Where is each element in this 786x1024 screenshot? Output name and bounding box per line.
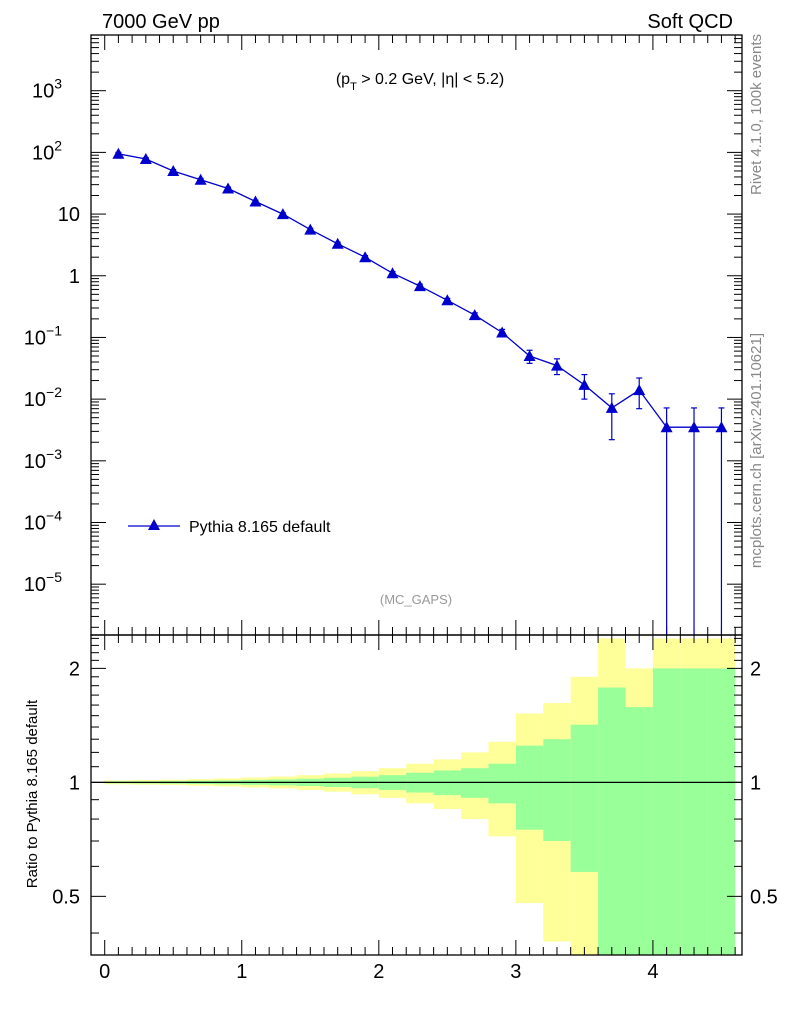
data-point xyxy=(578,378,591,390)
main-y-tick-label: 10−1 xyxy=(24,322,62,349)
ratio-frame xyxy=(90,634,743,956)
annotation-subscript: T xyxy=(350,81,357,93)
data-point xyxy=(222,182,235,194)
data-point xyxy=(688,421,701,433)
band-1-sigma-bin xyxy=(461,768,489,798)
data-point xyxy=(194,173,207,185)
main-y-tick-label-exponent: −4 xyxy=(46,507,62,523)
ratio-bands xyxy=(91,638,742,955)
main-y-tick-label-exponent: −1 xyxy=(46,322,62,338)
main-y-tick-label: 1 xyxy=(69,266,80,288)
header-left-title: 7000 GeV pp xyxy=(102,11,220,33)
main-y-tick-label: 10−5 xyxy=(24,569,62,596)
data-point xyxy=(605,401,618,413)
band-1-sigma-bin xyxy=(543,739,571,842)
data-point xyxy=(112,147,125,159)
ratio-x-tick-label: 4 xyxy=(647,961,658,983)
legend-label: Pythia 8.165 default xyxy=(189,519,331,536)
main-series xyxy=(112,147,728,635)
data-point xyxy=(249,195,262,207)
ratio-y-tick-label: 0.5 xyxy=(52,886,80,908)
main-y-tick-label-base: 10 xyxy=(24,512,46,534)
ratio-x-tick-label: 1 xyxy=(236,961,247,983)
data-point xyxy=(413,280,426,292)
main-y-tick-label: 10 xyxy=(58,204,80,226)
band-1-sigma-bin xyxy=(707,668,736,955)
ratio-panel: 0 1 2 3 4 0.5 0.5 1 1 2 2 Ratio to Pythia 8.165 de… xyxy=(24,634,778,983)
data-point xyxy=(715,421,728,433)
main-y-tick-label: 10−4 xyxy=(24,507,62,534)
data-point xyxy=(139,153,152,165)
data-point xyxy=(359,251,372,263)
band-1-sigma-bin xyxy=(680,668,708,955)
main-y-tick-label-base: 10 xyxy=(24,574,46,596)
main-y-tick-label: 102 xyxy=(32,137,62,164)
ratio-y-tick-label: 1 xyxy=(69,772,80,794)
ratio-x-tick-label: 3 xyxy=(510,961,521,983)
cut-annotation: (pT > 0.2 GeV, |η| < 5.2) xyxy=(336,71,504,93)
main-y-tick-label-exponent: −3 xyxy=(46,446,62,462)
main-y-tick-label: 10−2 xyxy=(24,384,62,411)
band-1-sigma-bin xyxy=(625,707,653,955)
main-y-tick-label-base: 10 xyxy=(58,204,80,226)
rivet-version-label: Rivet 4.1.0, 100k events xyxy=(748,34,765,195)
ratio-y-tick-label-right: 1 xyxy=(750,772,761,794)
ratio-x-tick-label: 0 xyxy=(99,961,110,983)
data-point xyxy=(304,223,317,235)
data-point xyxy=(276,208,289,220)
main-y-tick-label-base: 10 xyxy=(24,327,46,349)
ratio-axes: 0 1 2 3 4 0.5 0.5 1 1 2 2 xyxy=(52,634,778,983)
analysis-watermark: (MC_GAPS) xyxy=(380,592,452,607)
band-1-sigma-bin xyxy=(515,745,544,830)
data-point xyxy=(660,421,673,433)
main-y-tick-label-base: 10 xyxy=(24,389,46,411)
main-y-tick-label-exponent: −2 xyxy=(46,384,62,400)
band-1-sigma-bin xyxy=(598,687,626,955)
data-point xyxy=(331,237,344,249)
main-y-tick-label-exponent: 2 xyxy=(54,137,62,153)
ratio-x-tick-label: 2 xyxy=(373,961,384,983)
legend-marker xyxy=(148,519,160,530)
ratio-y-tick-label-right: 2 xyxy=(750,658,761,680)
main-y-tick-label-base: 10 xyxy=(24,451,46,473)
main-y-tick-label-exponent: −5 xyxy=(46,569,62,585)
main-y-tick-label-base: 10 xyxy=(32,142,54,164)
data-point xyxy=(550,359,563,371)
main-y-tick-label-base: 1 xyxy=(69,266,80,288)
header-right-title: Soft QCD xyxy=(647,11,733,33)
ratio-y-axis-label: Ratio to Pythia 8.165 default xyxy=(24,699,41,888)
ratio-y-tick-label-right: 0.5 xyxy=(750,886,778,908)
main-frame xyxy=(90,34,743,636)
main-y-tick-label: 103 xyxy=(32,76,62,103)
band-1-sigma-bin xyxy=(488,763,516,804)
data-point xyxy=(633,384,646,396)
mcplots-source-label: mcplots.cern.ch [arXiv:2401.10621] xyxy=(748,333,765,568)
data-point xyxy=(167,164,180,176)
data-point xyxy=(441,294,454,306)
data-point xyxy=(386,267,399,279)
data-point xyxy=(496,326,509,338)
main-y-tick-label: 10−3 xyxy=(24,446,62,473)
band-1-sigma-bin xyxy=(570,724,599,872)
main-y-tick-label-base: 10 xyxy=(32,81,54,103)
band-1-sigma-bin xyxy=(652,668,681,955)
data-point xyxy=(523,350,536,362)
ratio-y-tick-label: 2 xyxy=(69,658,80,680)
legend: Pythia 8.165 default xyxy=(128,519,331,536)
data-point xyxy=(468,309,481,321)
main-y-tick-label-exponent: 3 xyxy=(54,76,62,92)
